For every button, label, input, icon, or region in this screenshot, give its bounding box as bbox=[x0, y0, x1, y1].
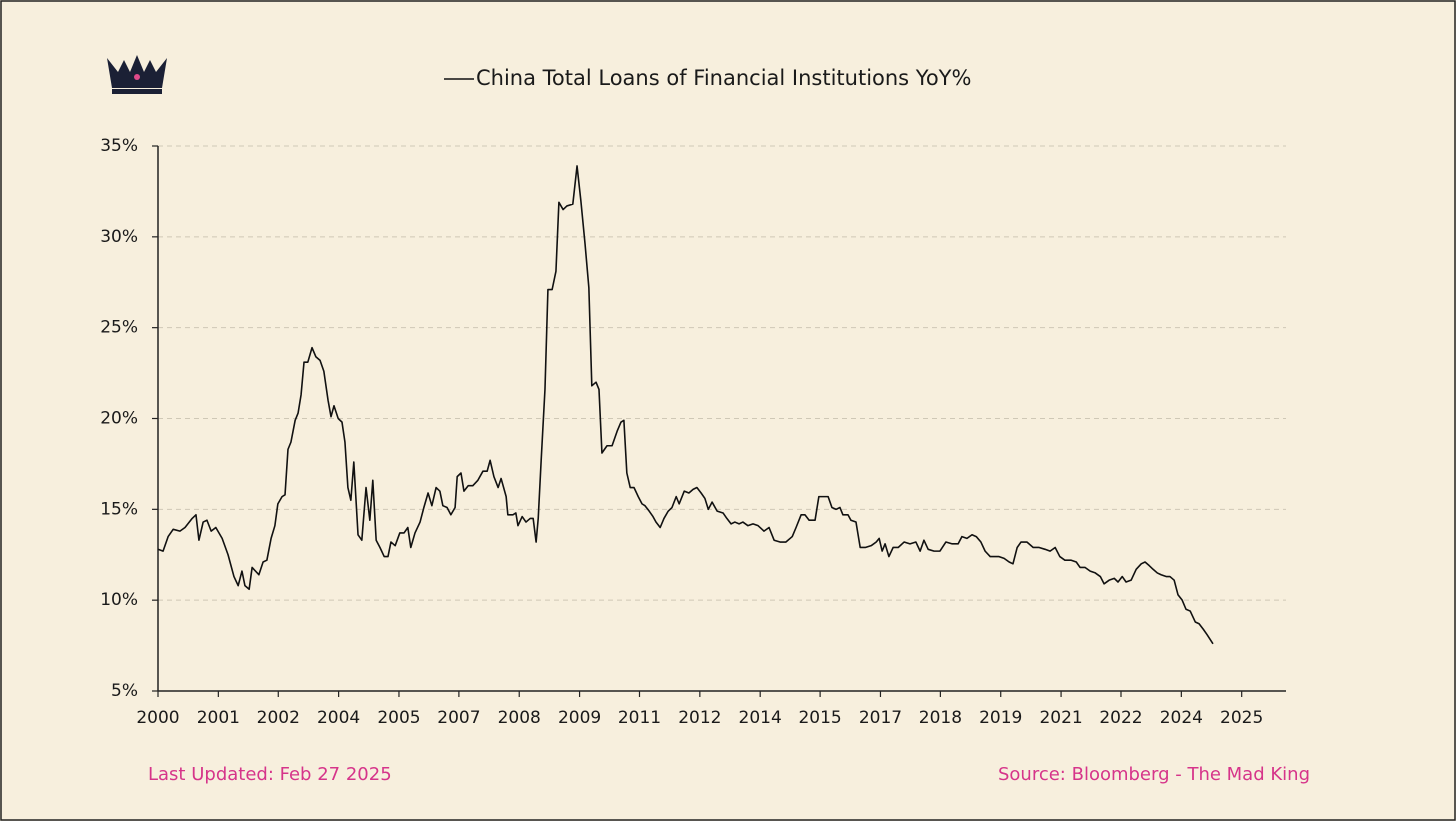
y-tick-label: 35% bbox=[100, 136, 138, 156]
x-tick-label: 2007 bbox=[437, 708, 480, 728]
y-tick-label: 30% bbox=[100, 227, 138, 247]
y-tick-label: 10% bbox=[100, 590, 138, 610]
legend-label: China Total Loans of Financial Instituti… bbox=[476, 66, 971, 90]
y-tick-label: 5% bbox=[111, 681, 138, 701]
x-tick-label: 2017 bbox=[859, 708, 902, 728]
series-line bbox=[157, 165, 1214, 645]
footer-source: Source: Bloomberg - The Mad King bbox=[998, 764, 1310, 785]
x-tick-label: 2000 bbox=[136, 708, 179, 728]
x-tick-label: 2004 bbox=[317, 708, 360, 728]
x-tick-label: 2011 bbox=[618, 708, 661, 728]
x-tick-label: 2015 bbox=[798, 708, 841, 728]
x-tick-label: 2014 bbox=[739, 708, 782, 728]
x-tick-label: 2001 bbox=[197, 708, 240, 728]
x-tick-label: 2019 bbox=[979, 708, 1022, 728]
x-tick-label: 2002 bbox=[257, 708, 300, 728]
x-tick-label: 2025 bbox=[1220, 708, 1263, 728]
y-tick-label: 20% bbox=[100, 409, 138, 429]
x-tick-label: 2008 bbox=[498, 708, 541, 728]
x-tick-label: 2005 bbox=[377, 708, 420, 728]
y-tick-label: 15% bbox=[100, 499, 138, 519]
y-tick-label: 25% bbox=[100, 318, 138, 338]
x-tick-label: 2018 bbox=[919, 708, 962, 728]
x-tick-label: 2009 bbox=[558, 708, 601, 728]
crown-icon bbox=[107, 55, 167, 94]
footer-updated: Last Updated: Feb 27 2025 bbox=[148, 764, 392, 785]
x-tick-label: 2012 bbox=[678, 708, 721, 728]
x-tick-label: 2021 bbox=[1039, 708, 1082, 728]
x-tick-label: 2022 bbox=[1099, 708, 1142, 728]
x-tick-label: 2024 bbox=[1160, 708, 1203, 728]
